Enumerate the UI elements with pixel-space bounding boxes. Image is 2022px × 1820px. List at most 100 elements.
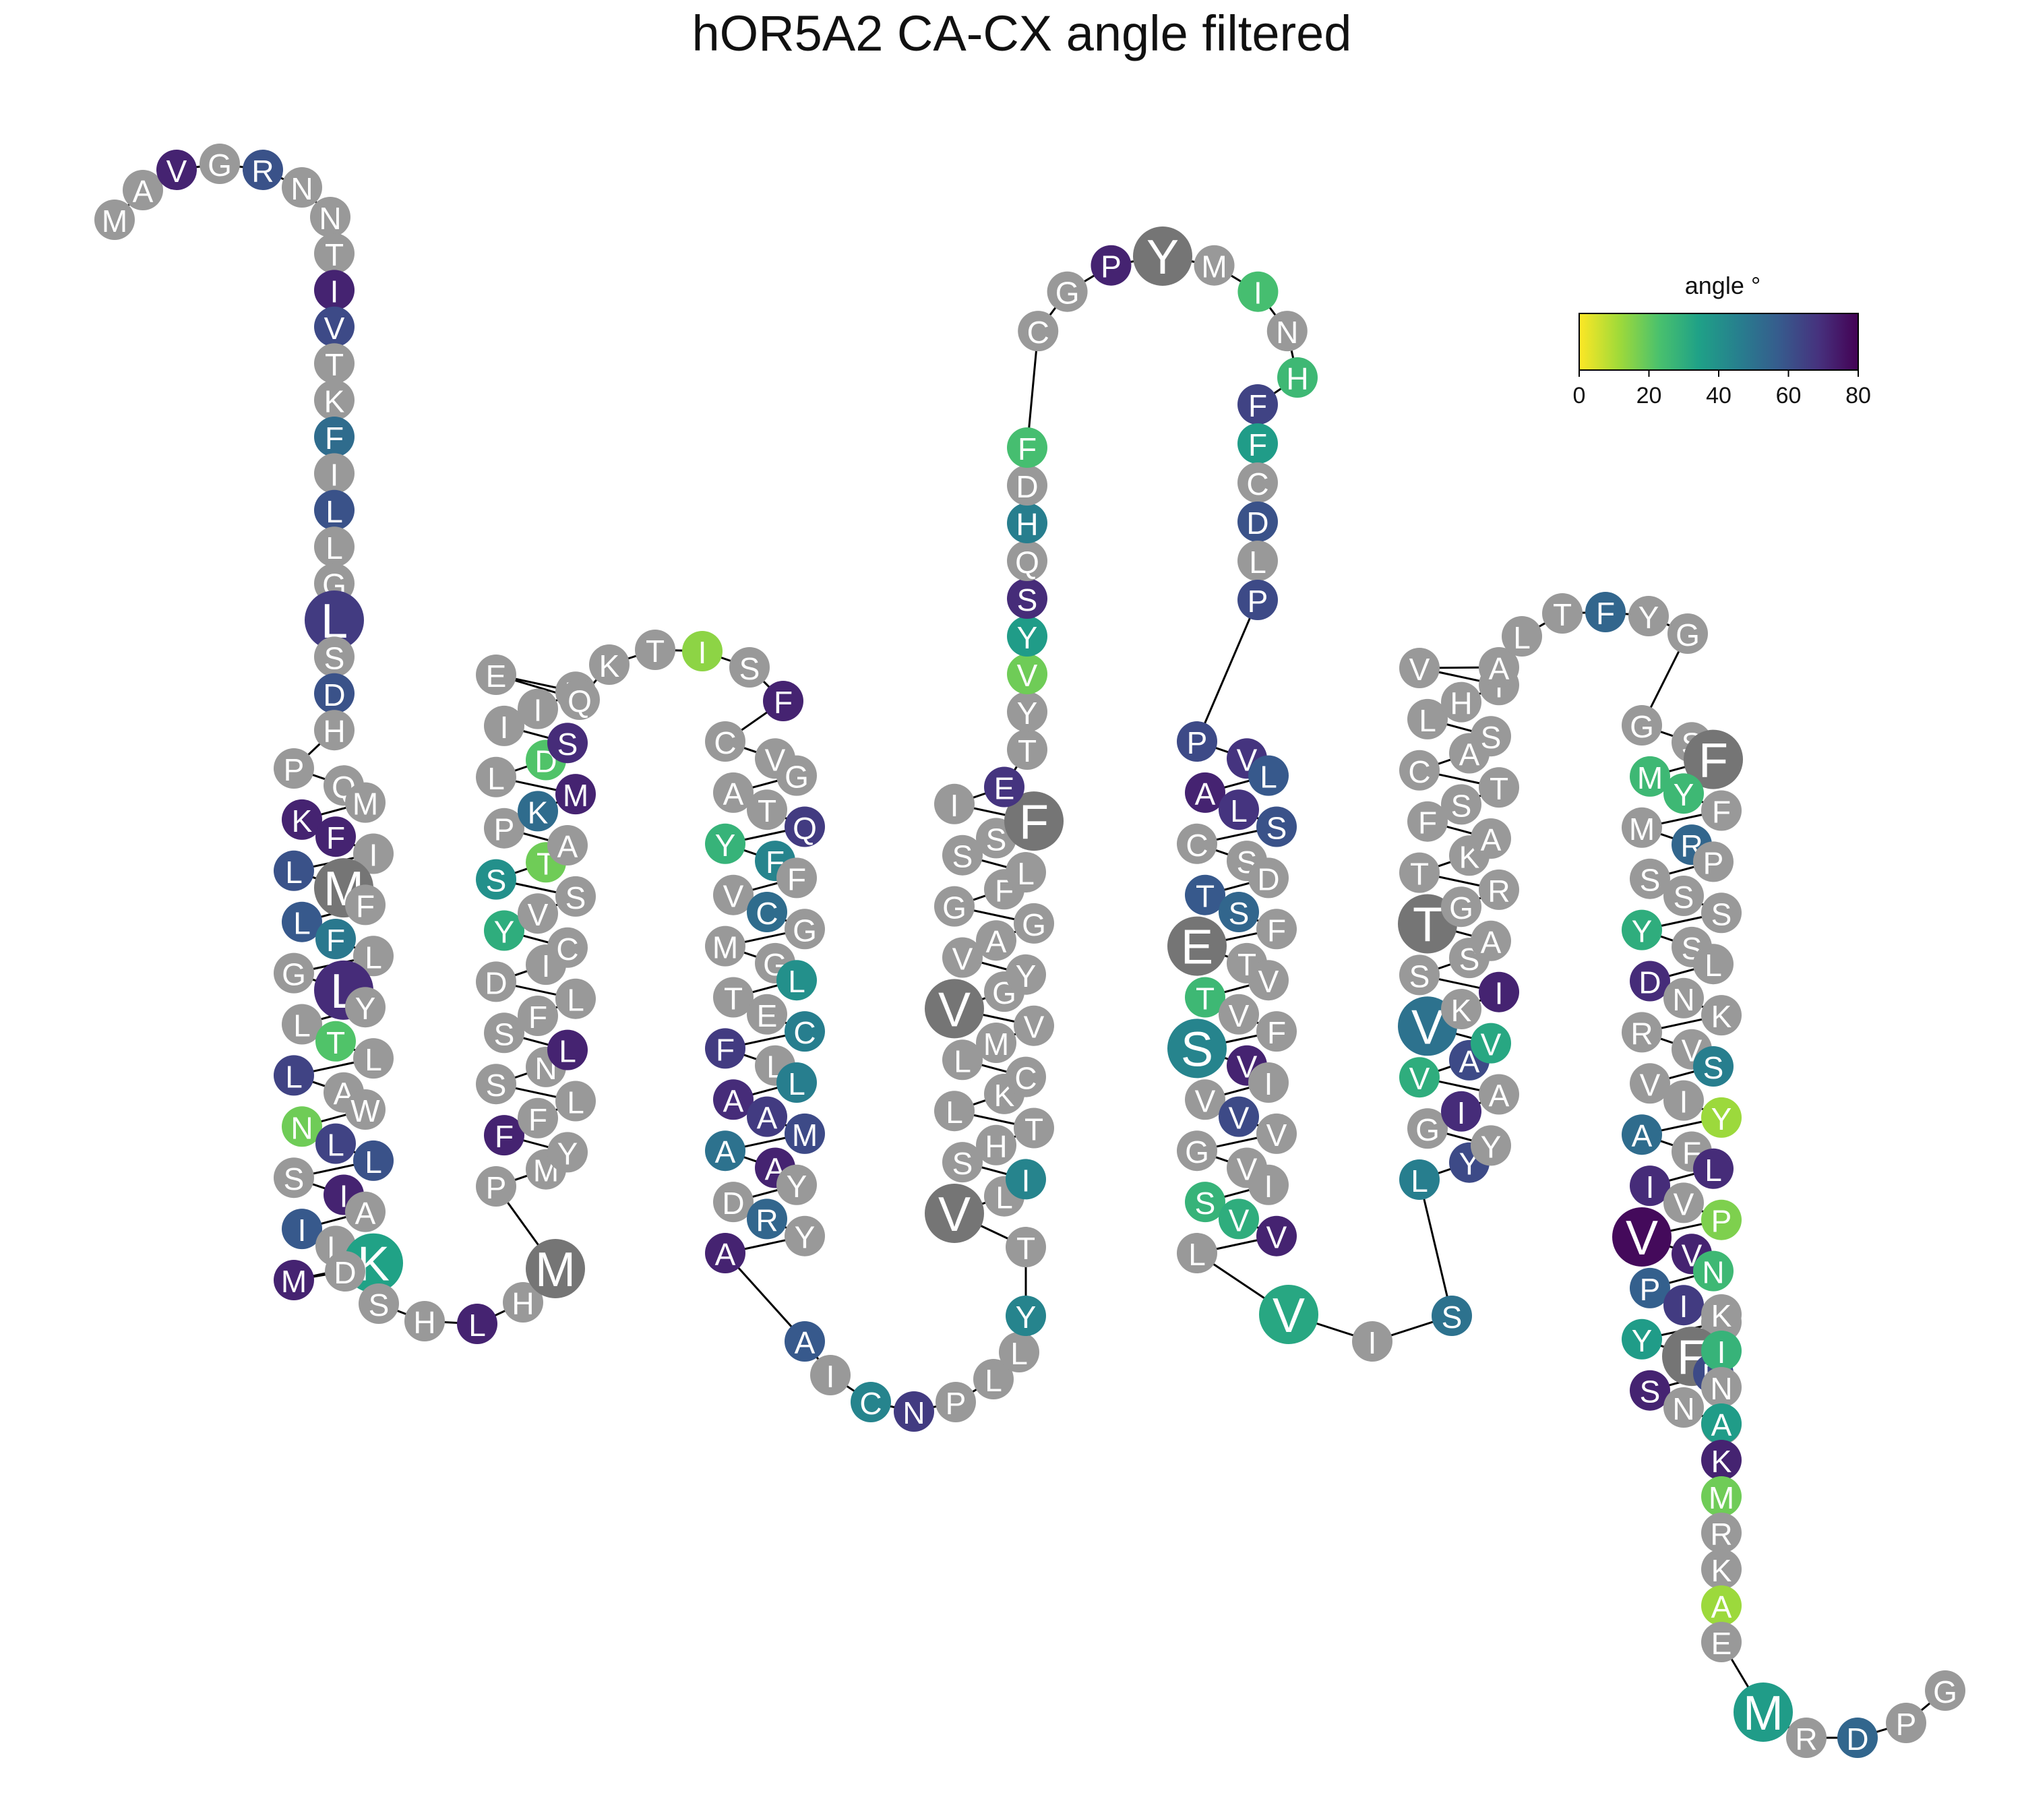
residue-circle xyxy=(314,270,355,311)
residue-label: L xyxy=(365,1042,382,1077)
residue-node: Y xyxy=(1006,954,1046,995)
residue-circle xyxy=(476,756,516,797)
residue-node: S xyxy=(1432,1296,1472,1336)
residue-node: L xyxy=(353,1038,394,1079)
residue-node: T xyxy=(747,789,787,830)
residue-node: P xyxy=(1701,1199,1742,1240)
residue-circle xyxy=(1194,245,1235,286)
residue-node: I xyxy=(518,688,558,729)
residue-label: L xyxy=(327,1128,344,1163)
residue-node: R xyxy=(1622,1012,1662,1053)
residue-node: G xyxy=(1407,1108,1448,1149)
residue-label: L xyxy=(1705,948,1722,983)
residue-circle xyxy=(1886,1703,1926,1743)
residue-node: V xyxy=(518,893,558,934)
residue-node: V xyxy=(1612,1207,1672,1267)
residue-circle xyxy=(1734,1682,1793,1742)
residue-node: P xyxy=(1177,721,1217,762)
residue-circle xyxy=(785,1011,825,1052)
residue-node: L xyxy=(555,1081,596,1122)
residue-circle xyxy=(976,1023,1016,1063)
residue-circle xyxy=(547,927,588,968)
residue-node: P xyxy=(936,1382,976,1422)
residue-label: A xyxy=(723,777,744,812)
residue-node: H xyxy=(404,1301,445,1341)
residue-node: M xyxy=(1701,1476,1742,1517)
residue-circle xyxy=(1701,1549,1742,1589)
residue-label: R xyxy=(1630,1016,1653,1051)
residue-circle xyxy=(1007,465,1047,506)
residue-circle xyxy=(457,1304,497,1344)
colorbar-ticks: 0 20 40 60 80 xyxy=(1573,370,1871,408)
residue-label: F xyxy=(495,1119,514,1154)
residue-circle xyxy=(1471,716,1511,757)
residue-node: G xyxy=(1667,613,1708,654)
residue-label: L xyxy=(567,983,584,1018)
residue-label: Y xyxy=(1632,1323,1653,1358)
residue-node: I xyxy=(314,453,355,494)
residue-label: L xyxy=(954,1043,971,1079)
residue-label: L xyxy=(285,855,303,890)
residue-label: M xyxy=(353,787,378,822)
residue-node: S xyxy=(1441,784,1481,825)
residue-circle xyxy=(942,835,983,876)
residue-circle xyxy=(1622,807,1662,848)
residue-label: L xyxy=(1705,1153,1722,1188)
residue-node: F xyxy=(518,996,558,1036)
residue-label: F xyxy=(716,1032,735,1067)
residue-label: N xyxy=(1702,1255,1724,1290)
residue-label: R xyxy=(1488,874,1510,909)
residue-label: S xyxy=(1195,1186,1216,1221)
residue-circle xyxy=(353,1038,394,1079)
residue-node: I xyxy=(282,1209,322,1250)
residue-label: D xyxy=(1246,506,1268,541)
residue-circle xyxy=(353,936,394,977)
residue-circle xyxy=(353,1140,394,1181)
residue-circle xyxy=(942,1039,983,1081)
residue-node: A xyxy=(785,1321,825,1362)
residue-label: G xyxy=(1415,1112,1440,1147)
residue-label: D xyxy=(485,965,507,1000)
residue-circle xyxy=(705,823,745,864)
colorbar-label: angle ° xyxy=(1685,272,1760,299)
residue-label: M xyxy=(535,1243,576,1297)
residue-label: M xyxy=(983,1027,1009,1062)
residue-node: T xyxy=(1399,852,1440,893)
residue-label: A xyxy=(1489,1079,1510,1114)
residue-circle xyxy=(476,1166,516,1207)
residue-node: F xyxy=(315,919,356,959)
residue-circle xyxy=(934,886,975,927)
residue-circle xyxy=(555,774,596,815)
residue-label: L xyxy=(293,906,311,941)
residue-label: L xyxy=(487,761,505,796)
residue-circle xyxy=(1237,580,1278,620)
residue-circle xyxy=(1399,1159,1440,1200)
residue-circle xyxy=(1701,1097,1742,1138)
residue-label: T xyxy=(1410,857,1429,892)
residue-circle xyxy=(1006,1296,1046,1336)
residue-label: P xyxy=(946,1386,967,1421)
residue-circle xyxy=(518,791,558,832)
residue-label: G xyxy=(1630,709,1654,744)
residue-node: F xyxy=(1256,909,1297,950)
residue-circle xyxy=(274,850,314,891)
residue-circle xyxy=(1014,903,1054,944)
residue-node: Y xyxy=(1471,1125,1511,1166)
residue-label: S xyxy=(1266,811,1287,846)
residue-node: Y xyxy=(1622,1318,1662,1360)
residue-node: L xyxy=(274,1055,314,1096)
residue-circle xyxy=(404,1301,445,1341)
residue-circle xyxy=(314,233,355,274)
residue-label: I xyxy=(698,635,707,670)
residue-node: Q xyxy=(1007,541,1047,581)
residue-circle xyxy=(1047,271,1088,312)
residue-label: P xyxy=(284,752,305,787)
residue-label: S xyxy=(1229,896,1250,931)
residue-node: Y xyxy=(1133,226,1192,286)
residue-label: M xyxy=(792,1118,818,1153)
residue-node: F xyxy=(1256,1011,1297,1052)
residue-label: I xyxy=(1680,1085,1688,1120)
residue-circle xyxy=(476,961,516,1002)
residue-node: L xyxy=(1399,1159,1440,1200)
